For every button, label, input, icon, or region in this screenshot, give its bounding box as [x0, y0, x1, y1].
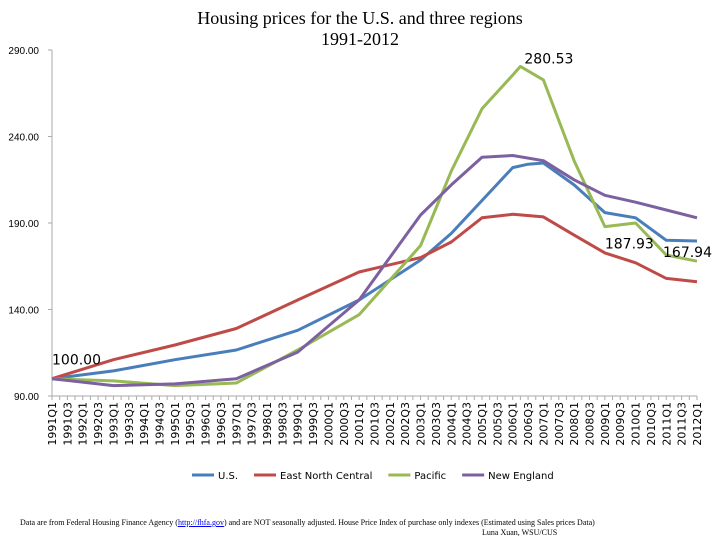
y-tick-label: 190.00 — [8, 219, 39, 230]
source-link[interactable]: http://fhfa.gov — [177, 518, 224, 527]
x-tick-label: 2005Q3 — [491, 402, 504, 446]
data-label: 100.00 — [52, 353, 101, 369]
source-note: Data are from Federal Housing Finance Ag… — [20, 518, 595, 527]
y-tick-label: 140.00 — [8, 306, 39, 317]
x-tick-label: 2002Q1 — [384, 402, 397, 446]
x-tick-label: 2011Q3 — [676, 402, 689, 446]
x-tick-label: 2007Q3 — [553, 402, 566, 446]
x-tick-label: 2000Q1 — [322, 402, 335, 446]
x-tick-label: 2006Q3 — [522, 402, 535, 446]
x-tick-label: 2002Q3 — [399, 402, 412, 446]
x-tick-label: 1996Q3 — [215, 402, 228, 446]
x-tick-label: 1991Q1 — [46, 402, 59, 446]
x-tick-label: 2006Q1 — [507, 402, 520, 446]
x-tick-label: 2008Q3 — [584, 402, 597, 446]
x-tick-label: 1997Q3 — [246, 402, 259, 446]
line-chart: 90.00 140.00 190.00 240.00 290.00 1991Q1 1991Q… — [8, 46, 712, 482]
x-tick-label: 1994Q3 — [154, 402, 167, 446]
x-tick-label: 1995Q3 — [184, 402, 197, 446]
series-line-pacific — [51, 64, 698, 388]
legend-label: New England — [488, 471, 554, 482]
x-tick-label: 2011Q1 — [660, 402, 673, 446]
x-tick-label: 2000Q3 — [338, 402, 351, 446]
x-tick-label: 2003Q1 — [415, 402, 428, 446]
x-tick-label: 1994Q1 — [138, 402, 151, 446]
x-tick-label: 1997Q1 — [230, 402, 243, 446]
x-tick-label: 2001Q1 — [353, 402, 366, 446]
x-tick-label: 1993Q1 — [107, 402, 120, 446]
x-tick-label: 2010Q3 — [645, 402, 658, 446]
x-tick-label: 1999Q3 — [307, 402, 320, 446]
chart-title: Housing prices for the U.S. and three re… — [197, 8, 523, 28]
series-line-new-england — [51, 154, 698, 388]
x-tick-label: 2010Q1 — [630, 402, 643, 446]
author-credit: Luna Xuan, WSU/CUS — [482, 528, 558, 537]
x-tick-label: 1992Q3 — [92, 402, 105, 446]
data-label: 167.94 — [663, 245, 712, 261]
x-tick-label: 1991Q3 — [61, 402, 74, 446]
x-tick-label: 2008Q1 — [568, 402, 581, 446]
chart-subtitle: 1991-2012 — [321, 29, 399, 49]
x-tick-label: 1992Q1 — [77, 402, 90, 446]
legend-label: Pacific — [414, 471, 446, 482]
legend-label: East North Central — [280, 471, 372, 482]
y-tick-label: 240.00 — [8, 133, 39, 144]
x-tick-label: 2003Q3 — [430, 402, 443, 446]
x-tick-label: 2009Q3 — [614, 402, 627, 446]
x-tick-label: 1998Q1 — [261, 402, 274, 446]
x-tick-label: 2005Q1 — [476, 402, 489, 446]
data-label: 280.53 — [524, 51, 573, 67]
x-tick-label: 1996Q1 — [200, 402, 213, 446]
y-tick-label: 90.00 — [14, 392, 39, 403]
x-tick-label: 2004Q1 — [445, 402, 458, 446]
x-tick-label: 2001Q3 — [369, 402, 382, 446]
x-tick-label: 2007Q1 — [537, 402, 550, 446]
source-prefix: Data are from Federal Housing Finance Ag… — [20, 518, 178, 527]
x-tick-label: 2012Q1 — [691, 402, 704, 446]
y-tick-label: 290.00 — [8, 46, 39, 57]
x-tick-label: 1999Q1 — [292, 402, 305, 446]
x-tick-label: 1995Q1 — [169, 402, 182, 446]
source-suffix: ) and are NOT seasonally adjusted. House… — [223, 518, 595, 527]
legend-label: U.S. — [218, 471, 238, 482]
x-tick-label: 2004Q3 — [461, 402, 474, 446]
series-line-u-s- — [51, 161, 698, 381]
data-label: 187.93 — [605, 237, 654, 253]
x-tick-label: 1998Q3 — [276, 402, 289, 446]
series-line-east-north-central — [51, 212, 698, 381]
x-tick-label: 2009Q1 — [599, 402, 612, 446]
x-tick-label: 1993Q3 — [123, 402, 136, 446]
